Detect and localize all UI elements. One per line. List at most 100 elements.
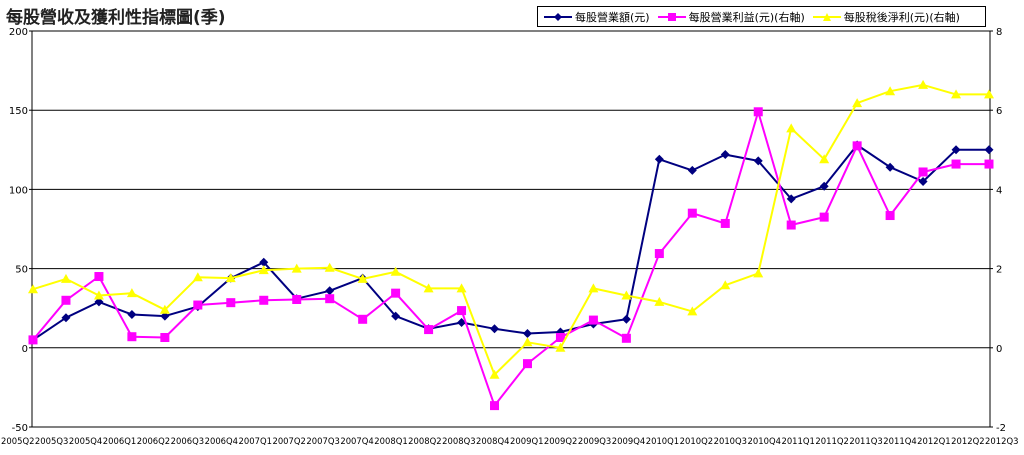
data-point-operating-income (292, 294, 302, 304)
data-point-operating-income (490, 401, 500, 411)
data-point-revenue (984, 145, 994, 155)
x-tick-label: 2006Q2 (137, 437, 170, 447)
data-point-net-income (885, 86, 896, 96)
data-point-revenue (753, 156, 763, 166)
data-point-revenue (621, 314, 631, 324)
data-point-operating-income (325, 294, 335, 304)
data-point-operating-income (918, 167, 928, 177)
x-tick-label: 2011Q2 (815, 437, 848, 447)
data-point-net-income (852, 98, 863, 108)
data-point-net-income (28, 284, 38, 294)
x-tick-label: 2012Q2 (951, 437, 984, 447)
data-point-revenue (325, 286, 335, 296)
x-tick-label: 2008Q2 (408, 437, 441, 447)
data-point-net-income (951, 89, 962, 99)
data-point-net-income (159, 304, 170, 314)
x-tick-label: 2012Q1 (917, 437, 950, 447)
data-point-revenue (127, 310, 137, 320)
y-left-tick-label: 200 (9, 27, 28, 38)
plot-border (31, 30, 991, 428)
x-tick-label: 2009Q1 (510, 437, 543, 447)
x-tick-label: 2006Q3 (171, 437, 204, 447)
data-point-operating-income (94, 272, 104, 282)
x-tick-label: 2007Q1 (239, 437, 272, 447)
data-point-operating-income (819, 212, 829, 222)
data-point-revenue (786, 194, 796, 204)
series-line-1 (32, 110, 989, 407)
data-point-net-income (984, 89, 994, 99)
data-point-operating-income (160, 333, 170, 343)
x-tick-label: 2007Q3 (306, 437, 339, 447)
data-point-net-income (126, 288, 137, 298)
data-point-net-income (357, 273, 368, 283)
data-point-net-income (324, 262, 335, 272)
y-right-tick-label: 4 (996, 185, 1002, 196)
y-right-tick-label: -2 (996, 423, 1006, 434)
legend-item-net-income: 每股稅後淨利(元)(右軸) (812, 9, 960, 25)
data-point-operating-income (522, 359, 532, 369)
series-line-2 (32, 83, 989, 376)
data-point-revenue (522, 329, 532, 339)
data-point-operating-income (588, 315, 598, 325)
series-line-0 (32, 144, 989, 341)
data-point-net-income (390, 266, 401, 276)
data-point-revenue (391, 311, 401, 321)
y-left-tick-label: 50 (15, 265, 28, 276)
data-point-net-income (786, 123, 797, 133)
data-point-net-income (819, 154, 830, 164)
x-tick-label: 2005Q3 (35, 437, 68, 447)
data-point-revenue (490, 324, 500, 334)
data-point-net-income (522, 337, 533, 347)
data-point-revenue (654, 154, 664, 164)
data-point-operating-income (193, 300, 203, 310)
data-point-net-income (720, 280, 731, 290)
chart-title: 每股營收及獲利性指標圖(季) (6, 8, 226, 28)
y-left-tick-label: 150 (9, 106, 28, 117)
legend-label-operating-income: 每股營業利益(元)(右軸) (688, 10, 805, 24)
data-point-operating-income (61, 295, 71, 305)
data-point-net-income (918, 79, 929, 89)
x-tick-label: 2007Q4 (340, 437, 373, 447)
data-point-revenue (61, 313, 71, 323)
x-tick-label: 2009Q2 (544, 437, 577, 447)
data-point-operating-income (687, 208, 697, 218)
data-point-net-income (687, 306, 698, 316)
y-right-tick-label: 2 (996, 265, 1002, 276)
x-tick-label: 2011Q3 (849, 437, 882, 447)
x-tick-label: 2011Q1 (781, 437, 814, 447)
data-point-operating-income (391, 288, 401, 298)
data-point-revenue (918, 176, 928, 186)
x-tick-label: 2009Q3 (578, 437, 611, 447)
x-tick-label: 2008Q1 (374, 437, 407, 447)
data-point-net-income (60, 273, 71, 283)
data-point-revenue (259, 257, 269, 267)
data-point-net-income (588, 283, 599, 293)
x-tick-label: 2008Q4 (476, 437, 509, 447)
data-point-revenue (720, 150, 730, 160)
x-tick-label: 2005Q4 (69, 437, 102, 447)
y-left-tick-label: 0 (22, 344, 28, 355)
legend-square-icon (657, 12, 686, 21)
data-point-operating-income (28, 335, 38, 345)
x-tick-label: 2010Q4 (748, 437, 781, 447)
data-point-revenue (160, 311, 170, 321)
data-point-net-income (621, 290, 632, 300)
x-tick-label: 2008Q3 (442, 437, 475, 447)
data-point-revenue (819, 181, 829, 191)
x-tick-label: 2005Q2 (1, 437, 34, 447)
data-point-operating-income (259, 295, 269, 305)
data-point-net-income (555, 342, 566, 352)
data-point-operating-income (753, 107, 763, 117)
data-point-operating-income (720, 218, 730, 228)
legend-item-operating-income: 每股營業利益(元)(右軸) (657, 9, 805, 25)
data-point-operating-income (852, 141, 862, 151)
y-right-tick-label: 8 (996, 27, 1002, 38)
x-tick-label: 2010Q3 (714, 437, 747, 447)
data-point-operating-income (786, 220, 796, 230)
x-tick-label: 2007Q2 (272, 437, 305, 447)
data-point-operating-income (457, 306, 467, 316)
legend-diamond-icon (544, 12, 572, 21)
y-left-tick-label: -50 (12, 423, 28, 434)
